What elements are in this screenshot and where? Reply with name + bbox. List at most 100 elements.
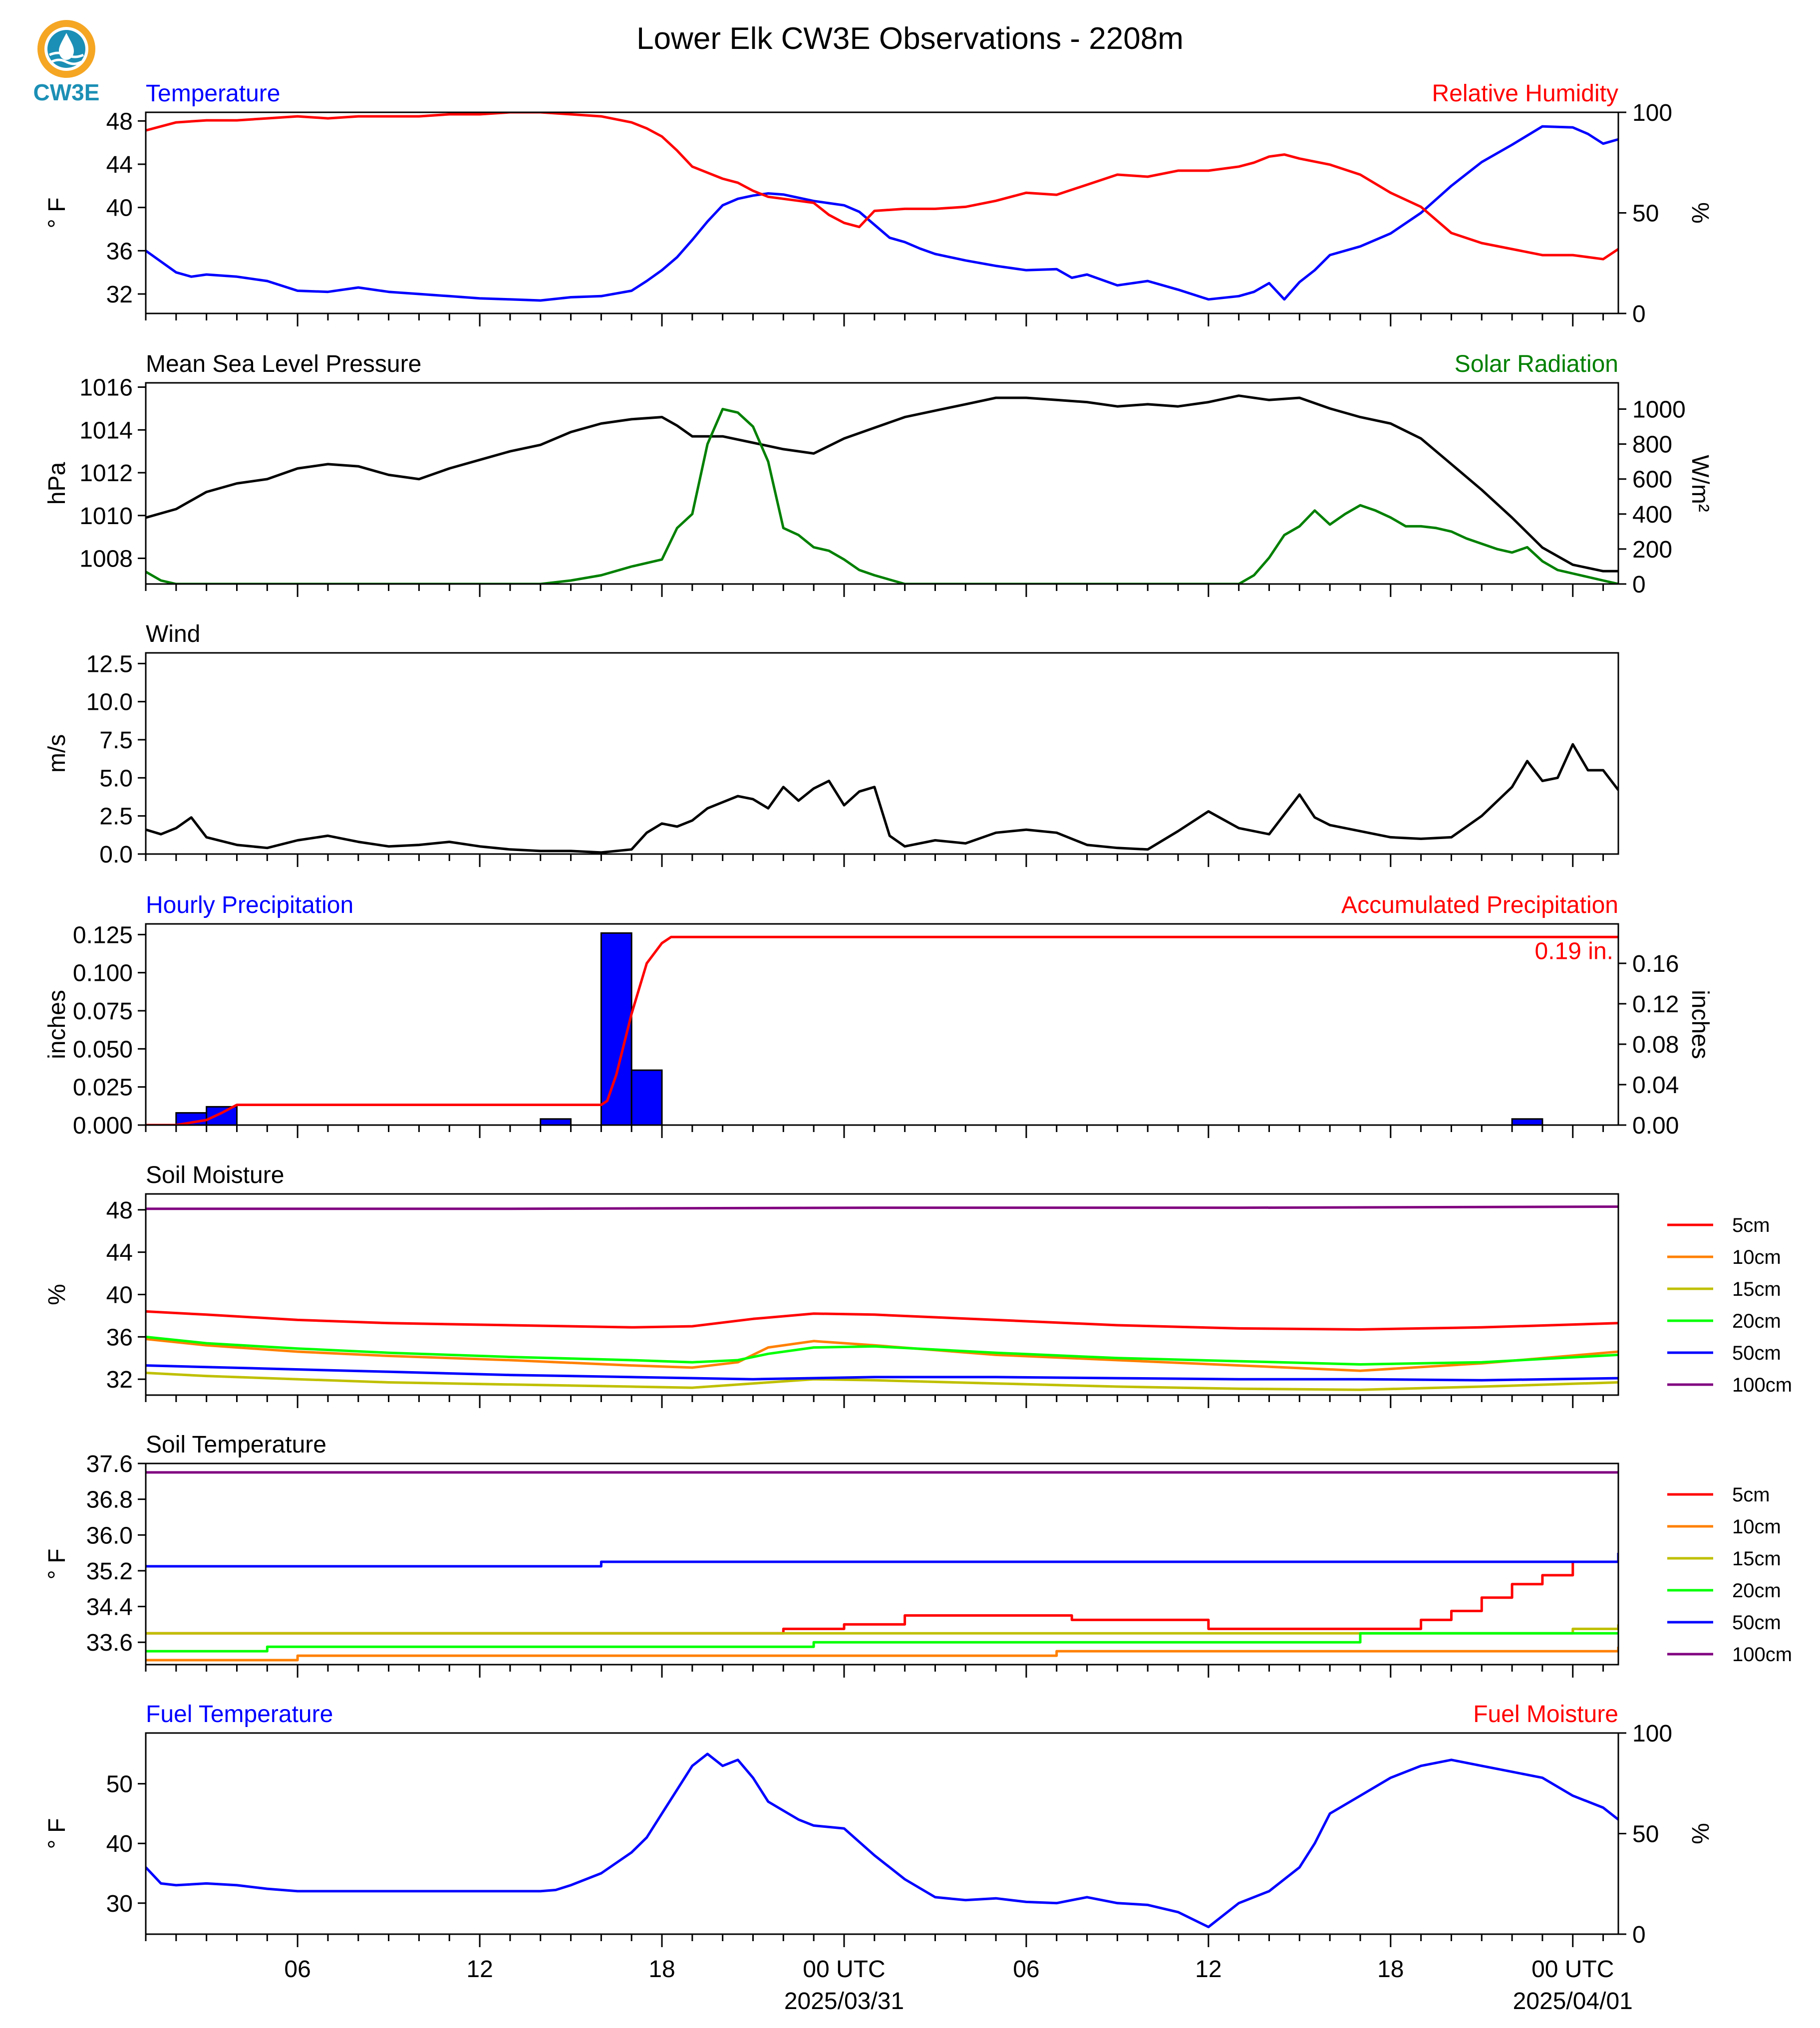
panel-title-left: Soil Moisture	[146, 1162, 284, 1188]
x-tick-label: 12	[466, 1956, 493, 1983]
panel-soil_temp: Soil Temperature 33.6 34.4 35.2 36.0 36.8 37.6…	[44, 1432, 1792, 1678]
series-solar-radiation	[146, 408, 1618, 584]
precip-bar	[206, 1106, 238, 1125]
y-tick-label-left: 35.2	[86, 1558, 133, 1585]
y-tick-label-left: 7.5	[99, 727, 133, 754]
y-tick-label-right: 0	[1632, 1922, 1646, 1948]
y-tick-label-right: 600	[1632, 467, 1672, 493]
panel-soil_moisture: Soil Moisture 32 36 40 44 48% 5cm 10cm 15cm 20cm 5…	[44, 1162, 1792, 1408]
y-tick-label-left: 50	[106, 1771, 133, 1798]
series-relative-humidity	[146, 112, 1618, 261]
y-tick-label-left: 44	[106, 1240, 133, 1266]
y-tick-label-left: 48	[106, 108, 133, 135]
y-tick-label-left: 12.5	[86, 651, 133, 677]
series-5cm	[146, 1553, 1618, 1635]
x-tick-label: 06	[1013, 1956, 1039, 1983]
y-tick-label-right: 100	[1632, 1721, 1672, 1747]
y-tick-label-left: 40	[106, 1282, 133, 1309]
x-tick-label: 06	[284, 1956, 310, 1983]
y-axis-label-right: %	[1687, 202, 1713, 224]
series-100cm	[146, 1205, 1618, 1210]
y-tick-label-right: 0.00	[1632, 1113, 1679, 1139]
panel-frame	[145, 1462, 1619, 1666]
legend-label: 50cm	[1732, 1612, 1781, 1634]
series-20cm	[146, 1632, 1618, 1653]
y-tick-label-left: 1012	[79, 460, 133, 487]
legend-label: 15cm	[1732, 1548, 1781, 1570]
precip-bar	[630, 1069, 663, 1125]
plot-area	[146, 1752, 1618, 1929]
panel-title-left: Wind	[146, 621, 200, 647]
plot-area	[146, 1471, 1618, 1662]
panel-precip: Hourly Precipitation Accumulated Precipit…	[44, 892, 1713, 1139]
panel-title-right: Relative Humidity	[1432, 80, 1618, 107]
y-tick-label-left: 1008	[79, 546, 133, 573]
x-date-label: 2025/03/31	[784, 1988, 904, 2015]
y-tick-label-left: 0.000	[73, 1113, 133, 1139]
x-tick-label: 00 UTC	[1531, 1956, 1614, 1983]
legend-label: 20cm	[1732, 1580, 1781, 1602]
series-5cm	[146, 1310, 1618, 1331]
panel-title-right: Accumulated Precipitation	[1341, 892, 1618, 918]
y-axis-label-right: %	[1687, 1823, 1713, 1844]
plot-area	[146, 1205, 1618, 1391]
legend-label: 20cm	[1732, 1310, 1781, 1332]
accumulated-total-label: 0.19 in.	[1535, 938, 1613, 964]
y-tick-label-left: 32	[106, 1367, 133, 1393]
y-tick-label-left: 44	[106, 152, 133, 178]
series-15cm	[146, 1372, 1618, 1391]
y-tick-label-right: 0	[1632, 301, 1646, 327]
precip-bar	[540, 1118, 572, 1125]
y-tick-label-left: 0.050	[73, 1036, 133, 1063]
panel-fuel: Fuel Temperature Fuel Moisture 30 40 50 0 50 10…	[44, 1701, 1713, 1948]
series-10cm	[146, 1647, 1618, 1662]
y-tick-label-left: 48	[106, 1197, 133, 1224]
panel-title-left: Mean Sea Level Pressure	[146, 351, 421, 377]
panel-title-right: Fuel Moisture	[1473, 1701, 1618, 1728]
panel-frame	[145, 1193, 1619, 1396]
y-tick-label-left: 36.0	[86, 1522, 133, 1549]
y-tick-label-left: 0.125	[73, 922, 133, 948]
series-accumulated-precipitation	[146, 935, 1618, 1125]
y-tick-label-left: 1010	[79, 503, 133, 530]
series-50cm	[146, 1364, 1618, 1382]
series-temperature	[146, 125, 1618, 302]
y-tick-label-left: 40	[106, 195, 133, 222]
y-tick-label-right: 50	[1632, 1821, 1659, 1848]
y-tick-label-right: 0	[1632, 572, 1646, 598]
y-axis-label-left: m/s	[44, 734, 70, 773]
panel-title-left: Temperature	[146, 80, 280, 107]
legend-label: 15cm	[1732, 1278, 1781, 1300]
panel-pressure_solar: Mean Sea Level Pressure Solar Radiation 10…	[44, 351, 1713, 598]
legend-label: 100cm	[1732, 1374, 1792, 1396]
panel-wind: Wind 0.0 2.5 5.0 7.5 10.0 12.5 m/s	[44, 621, 1619, 868]
y-tick-label-right: 800	[1632, 432, 1672, 458]
y-tick-label-right: 0.04	[1632, 1072, 1679, 1099]
y-tick-label-left: 36	[106, 238, 133, 265]
series-20cm	[146, 1335, 1618, 1366]
panel-title-right: Solar Radiation	[1455, 351, 1618, 377]
x-tick-label: 18	[648, 1956, 675, 1983]
figure-title: Lower Elk CW3E Observations - 2208m	[636, 21, 1184, 56]
y-tick-label-left: 36.8	[86, 1487, 133, 1513]
legend-label: 50cm	[1732, 1342, 1781, 1364]
cw3e-logo: CW3E	[29, 18, 104, 108]
panel-title-left: Hourly Precipitation	[146, 892, 353, 918]
y-tick-label-left: 1016	[79, 375, 133, 401]
cw3e-logo-icon: CW3E	[33, 20, 99, 105]
plot-area	[146, 932, 1618, 1125]
y-axis-label-left: %	[44, 1284, 70, 1305]
y-axis-label-left: hPa	[44, 462, 70, 505]
panel-frame	[145, 382, 1619, 585]
y-tick-label-left: 30	[106, 1891, 133, 1917]
y-tick-label-left: 0.100	[73, 960, 133, 987]
x-tick-label: 00 UTC	[803, 1956, 885, 1983]
series-mean-sea-level-pressure	[146, 394, 1618, 573]
y-tick-label-left: 1014	[79, 417, 133, 444]
y-axis-label-left: ° F	[44, 1549, 70, 1580]
x-date-label: 2025/04/01	[1513, 1988, 1633, 2015]
y-tick-label-left: 36	[106, 1324, 133, 1351]
y-tick-label-left: 33.6	[86, 1630, 133, 1656]
y-axis-label-left: ° F	[44, 198, 70, 229]
y-tick-label-left: 0.0	[99, 842, 133, 868]
